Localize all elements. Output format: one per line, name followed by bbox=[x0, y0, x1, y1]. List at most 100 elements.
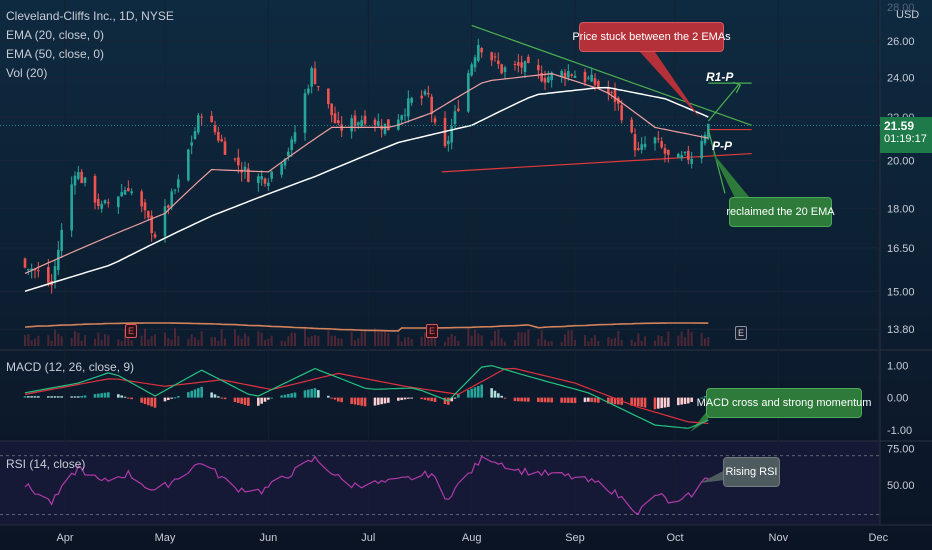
candle-body bbox=[153, 234, 157, 238]
earnings-marker-oct[interactable]: E bbox=[735, 326, 747, 340]
candle-body bbox=[247, 168, 250, 182]
macd-histogram-bar bbox=[537, 397, 540, 403]
price-tick-label: 26.00 bbox=[887, 36, 915, 48]
volume-bar bbox=[194, 337, 196, 346]
macd-histogram-bar bbox=[387, 397, 390, 403]
volume-bar bbox=[57, 333, 60, 346]
macd-histogram-bar bbox=[407, 397, 410, 399]
price-tick-label: 18.00 bbox=[887, 203, 915, 215]
macd-histogram-bar bbox=[50, 396, 53, 398]
earnings-marker-apr[interactable]: E bbox=[125, 324, 137, 338]
candle-body bbox=[480, 47, 483, 53]
volume-bar bbox=[100, 339, 103, 346]
annotation-stuck[interactable]: Price stuck between the 2 EMAs bbox=[572, 22, 731, 52]
macd-histogram-bar bbox=[310, 388, 313, 398]
macd-histogram-bar bbox=[140, 397, 143, 403]
volume-bar bbox=[457, 340, 460, 346]
time-axis-label: Jun bbox=[259, 532, 277, 544]
macd-histogram-bar bbox=[423, 397, 427, 400]
candle-body bbox=[333, 113, 337, 123]
candle-body bbox=[77, 172, 80, 179]
macd-histogram-bar bbox=[330, 397, 333, 399]
macd-histogram-bar bbox=[243, 397, 247, 405]
volume-bar bbox=[514, 339, 516, 346]
macd-histogram-bar bbox=[33, 396, 37, 398]
volume-bar bbox=[644, 336, 646, 346]
candle-body bbox=[467, 73, 470, 112]
macd-histogram-bar bbox=[563, 397, 567, 403]
annotation-reclaimed[interactable]: reclaimed the 20 EMA bbox=[726, 197, 835, 227]
volume-bar bbox=[140, 335, 143, 346]
ema50-legend[interactable]: EMA (50, close, 0) bbox=[6, 47, 105, 61]
candle-body bbox=[517, 62, 520, 66]
macd-histogram-bar bbox=[610, 397, 613, 404]
macd-histogram-bar bbox=[517, 397, 520, 402]
annotation-macd[interactable]: MACD cross and strong momentum bbox=[697, 388, 871, 418]
macd-histogram-bar bbox=[177, 396, 180, 398]
macd-histogram-bar bbox=[237, 397, 240, 403]
macd-histogram-bar bbox=[293, 392, 297, 398]
candle-body bbox=[593, 78, 597, 85]
macd-histogram-bar bbox=[213, 394, 217, 398]
macd-histogram-bar bbox=[47, 396, 50, 398]
macd-histogram-bar bbox=[550, 397, 553, 403]
volume-bar bbox=[500, 338, 503, 346]
volume-bar bbox=[420, 336, 423, 346]
macd-histogram-bar bbox=[353, 397, 357, 405]
candle-body bbox=[283, 158, 287, 166]
volume-bar bbox=[234, 329, 236, 346]
macd-histogram-bar bbox=[163, 397, 167, 402]
volume-bar bbox=[257, 331, 260, 346]
rsi-legend[interactable]: RSI (14, close) bbox=[6, 455, 85, 474]
macd-histogram-bar bbox=[383, 397, 387, 404]
macd-legend[interactable]: MACD (12, 26, close, 9) bbox=[6, 358, 134, 377]
volume-bar bbox=[657, 335, 660, 346]
macd-histogram-bar bbox=[583, 397, 587, 403]
annotation-rsi[interactable]: Rising RSI bbox=[723, 457, 780, 487]
volume-bar bbox=[444, 341, 446, 346]
volume-legend[interactable]: Vol (20) bbox=[6, 66, 48, 80]
macd-histogram-bar bbox=[513, 397, 517, 402]
volume-bar bbox=[240, 338, 243, 346]
candle-body bbox=[477, 44, 480, 61]
candle-body bbox=[57, 249, 60, 271]
earnings-marker-jul[interactable]: E bbox=[426, 324, 438, 338]
candle-body bbox=[257, 176, 260, 184]
macd-histogram-bar bbox=[380, 397, 383, 405]
volume-bar bbox=[617, 330, 620, 346]
volume-bar bbox=[574, 339, 576, 346]
volume-bar bbox=[614, 337, 616, 346]
macd-histogram-bar bbox=[153, 397, 157, 408]
volume-bar bbox=[260, 332, 263, 346]
volume-bar bbox=[587, 341, 590, 346]
candle-body bbox=[527, 56, 530, 63]
candle-body bbox=[163, 206, 167, 237]
candle-body bbox=[327, 88, 330, 104]
candle-body bbox=[637, 148, 640, 150]
volume-bar bbox=[547, 341, 550, 346]
volume-bar bbox=[220, 329, 223, 346]
ema50-line bbox=[24, 86, 709, 293]
candle-body bbox=[173, 189, 177, 191]
candle-body bbox=[653, 137, 657, 144]
time-axis-label: Dec bbox=[869, 532, 889, 544]
macd-histogram-bar bbox=[80, 395, 83, 398]
macd-histogram-bar bbox=[640, 397, 643, 407]
candle-body bbox=[313, 68, 317, 85]
volume-bar bbox=[550, 340, 553, 346]
symbol-title[interactable]: Cleveland-Cliffs Inc., 1D, NYSE bbox=[6, 9, 174, 23]
macd-histogram-bar bbox=[677, 397, 680, 406]
volume-bar bbox=[430, 338, 433, 346]
volume-bar bbox=[224, 338, 226, 346]
macd-histogram-bar bbox=[590, 397, 593, 403]
macd-histogram-bar bbox=[350, 397, 353, 404]
volume-bar bbox=[477, 333, 480, 346]
volume-bar bbox=[567, 330, 570, 346]
time-axis-label: Nov bbox=[769, 532, 789, 544]
volume-bar bbox=[470, 335, 473, 346]
candle-body bbox=[267, 182, 270, 186]
volume-bar bbox=[144, 328, 146, 346]
volume-bar bbox=[154, 334, 156, 346]
ema20-legend[interactable]: EMA (20, close, 0) bbox=[6, 28, 105, 42]
volume-bar bbox=[584, 335, 586, 346]
